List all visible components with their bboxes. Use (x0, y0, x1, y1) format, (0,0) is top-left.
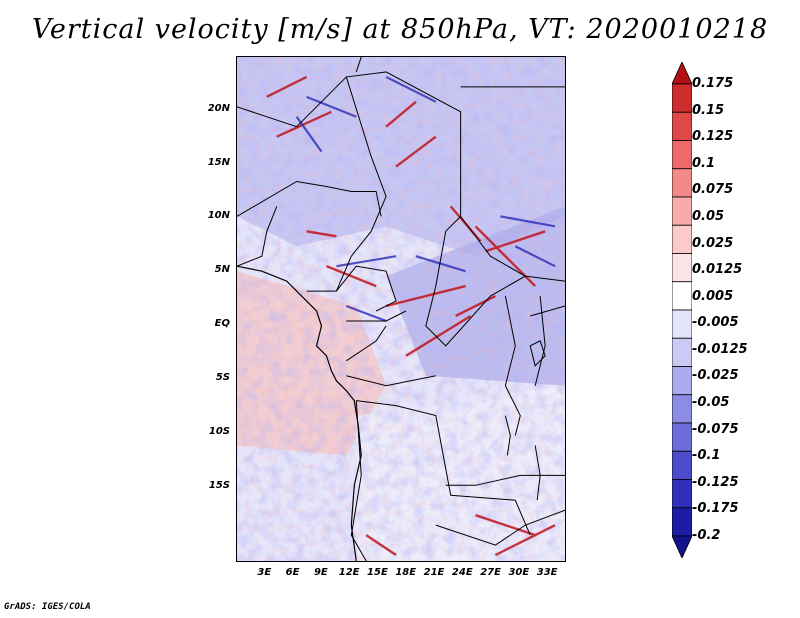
colorbar-label: -0.075 (692, 421, 739, 437)
colorbar-label: -0.025 (692, 368, 739, 384)
latitude-tick-label: EQ (214, 318, 230, 330)
colorbar-segment (672, 83, 692, 113)
colorbar-segment (672, 111, 692, 141)
colorbar-segment (672, 507, 692, 537)
colorbar-label: 0.005 (692, 288, 734, 304)
longitude-tick-label: 6E (285, 567, 300, 578)
colorbar-segment (672, 422, 692, 452)
colorbar-segment (672, 337, 692, 367)
longitude-tick-label: 9E (313, 567, 328, 578)
colorbar-segment (672, 450, 692, 480)
colorbar-segment (672, 140, 692, 170)
colorbar-segment (672, 479, 692, 509)
colorbar-label: -0.2 (692, 528, 721, 543)
colorbar-label: -0.005 (692, 315, 739, 331)
colorbar-label: -0.1 (692, 448, 721, 464)
latitude-tick-label: 10N (207, 210, 230, 222)
footer-credit: GrADS: IGES/COLA (4, 602, 91, 612)
positive-streaks (266, 75, 556, 557)
colorbar-segment (672, 253, 692, 283)
colorbar (672, 62, 692, 558)
longitude-tick-label: 24E (451, 567, 473, 578)
colorbar-label: 0.025 (692, 235, 734, 251)
latitude-tick-label: 5N (214, 264, 230, 276)
longitude-tick-label: 27E (480, 567, 501, 578)
colorbar-label: -0.05 (692, 395, 730, 411)
latitude-tick-label: 15S (208, 479, 230, 491)
longitude-tick-label: 18E (395, 567, 417, 578)
latitude-tick-label: 20N (207, 102, 230, 114)
coastline (237, 265, 362, 561)
colorbar-label: 0.0125 (692, 262, 743, 278)
longitude-tick-label: 3E (257, 567, 272, 578)
great-lakes (504, 340, 546, 501)
colorbar-segment (672, 224, 692, 254)
colorbar-segment (672, 281, 692, 311)
country-boundaries (237, 57, 565, 561)
map-panel (236, 56, 566, 562)
colorbar-label: 0.15 (692, 102, 725, 118)
colorbar-label: 0.075 (692, 182, 734, 198)
colorbar-segment (672, 196, 692, 226)
colorbar-label: -0.0125 (692, 341, 748, 357)
latitude-tick-label: 15N (207, 156, 230, 168)
map-field (237, 57, 565, 561)
latitude-tick-label: 5S (215, 371, 230, 383)
colorbar-bottom-arrow (672, 535, 692, 558)
colorbar-segment (672, 366, 692, 396)
longitude-tick-label: 30E (508, 567, 530, 578)
colorbar-label: 0.1 (692, 155, 716, 171)
chart-title: Vertical velocity [m/s] at 850hPa, VT: 2… (31, 14, 769, 45)
colorbar-segment (672, 394, 692, 424)
latitude-tick-label: 10S (208, 425, 230, 437)
colorbar-label: 0.175 (692, 76, 734, 91)
colorbar-segment (672, 168, 692, 198)
longitude-tick-label: 33E (536, 567, 558, 578)
colorbar-label: 0.125 (692, 129, 734, 145)
colorbar-top-arrow (672, 62, 692, 85)
longitude-tick-label: 21E (423, 567, 445, 578)
colorbar-label: -0.175 (692, 501, 739, 517)
colorbar-label: 0.05 (692, 208, 725, 224)
longitude-tick-label: 15E (367, 567, 388, 578)
colorbar-label: -0.125 (692, 474, 739, 490)
longitude-tick-label: 12E (338, 567, 360, 578)
colorbar-segment (672, 309, 692, 339)
